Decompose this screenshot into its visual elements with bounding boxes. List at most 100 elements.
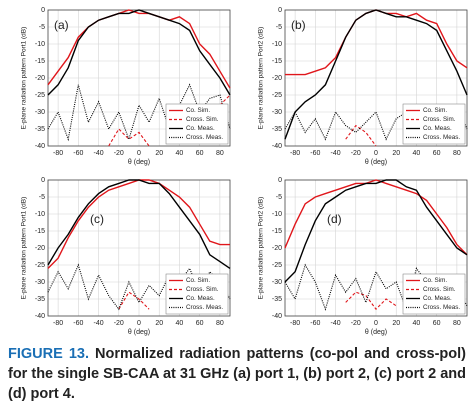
caption-label: FIGURE 13. [8,346,89,362]
legend-label: Cross. Sim. [423,286,456,293]
series-line [284,179,468,283]
y-tick-label: -5 [276,194,282,201]
x-tick-label: -60 [73,320,83,327]
panel-label: (c) [90,212,104,226]
series-line [47,9,231,96]
y-tick-label: -5 [39,194,45,201]
x-tick-label: -60 [310,320,320,327]
legend-label: Cross. Meas. [423,304,460,311]
legend-label: Co. Sim. [423,107,447,114]
y-tick-label: -35 [35,126,45,133]
y-tick-label: 0 [41,7,45,14]
y-tick-label: -20 [35,75,45,82]
series-line [47,179,231,269]
y-tick-label: 0 [41,177,45,184]
y-tick-label: -25 [35,92,45,99]
series-line [284,9,468,140]
y-tick-label: -30 [272,109,282,116]
legend-label: Co. Sim. [423,277,447,284]
x-tick-label: 0 [137,320,141,327]
y-tick-label: -10 [272,41,282,48]
legend-label: Cross. Sim. [423,116,456,123]
x-tick-label: 0 [374,320,378,327]
caption: FIGURE 13. Normalized radiation patterns… [8,344,466,404]
x-tick-label: 60 [196,150,204,157]
x-tick-label: 80 [216,150,224,157]
y-axis-label: E-plane radiation pattern Port2 (dB) [258,27,265,130]
x-tick-label: -40 [330,150,340,157]
x-tick-label: 40 [413,320,421,327]
x-tick-label: 20 [155,320,163,327]
x-tick-label: -80 [290,320,300,327]
y-tick-label: -40 [272,143,282,150]
x-tick-label: 80 [216,320,224,327]
series-line [108,94,231,147]
y-tick-label: -40 [272,313,282,320]
legend-label: Co. Meas. [186,295,215,302]
series-line [284,103,468,141]
y-tick-label: -20 [35,245,45,252]
y-tick-label: -10 [272,211,282,218]
x-tick-label: 40 [176,320,184,327]
x-tick-label: 0 [137,150,141,157]
y-tick-label: -5 [276,24,282,31]
y-tick-label: 0 [278,177,282,184]
y-tick-label: -10 [35,211,45,218]
y-axis-label: E-plane radiation pattern Port1 (dB) [21,27,28,130]
legend-label: Co. Meas. [423,295,452,302]
panel-label: (d) [327,212,342,226]
x-axis-label: θ (deg) [128,159,150,166]
y-tick-label: -35 [272,126,282,133]
y-tick-label: -15 [272,228,282,235]
x-tick-label: 20 [392,150,400,157]
y-tick-label: -5 [39,24,45,31]
x-tick-label: -60 [310,150,320,157]
x-tick-label: -40 [93,320,103,327]
legend-label: Co. Sim. [186,277,210,284]
x-axis-label: θ (deg) [365,159,387,166]
legend-label: Cross. Sim. [186,286,219,293]
legend-label: Co. Meas. [423,125,452,132]
x-tick-label: -20 [351,150,361,157]
x-tick-label: -60 [73,150,83,157]
y-tick-label: -40 [35,313,45,320]
y-tick-label: 0 [278,7,282,14]
series-line [47,83,231,142]
x-tick-label: -40 [93,150,103,157]
y-tick-label: -15 [35,58,45,65]
x-tick-label: 60 [196,320,204,327]
caption-text: Normalized radiation patterns (co-pol an… [8,346,467,402]
x-tick-label: -80 [290,150,300,157]
y-tick-label: -20 [272,245,282,252]
y-tick-label: -30 [272,279,282,286]
x-tick-label: -20 [114,320,124,327]
x-tick-label: 60 [433,320,441,327]
series-line [118,291,150,310]
y-tick-label: -25 [272,92,282,99]
x-tick-label: 0 [374,150,378,157]
y-tick-label: -20 [272,75,282,82]
x-tick-label: 80 [453,150,461,157]
legend-label: Cross. Meas. [186,304,223,311]
figure: 0 -5 -10 -15 -20 -25 -30 -35 -40 -80 -60 -40 -20 0 20 4… [21,7,468,336]
panel-label: (a) [54,18,69,32]
legend-label: Cross. Sim. [186,116,219,123]
series-line [284,179,468,256]
y-tick-label: -35 [272,296,282,303]
x-tick-label: 40 [413,150,421,157]
series-line [47,9,231,89]
series-line [345,291,397,311]
y-axis-label: E-plane radiation pattern Port1 (dB) [21,197,28,300]
legend-label: Co. Meas. [186,125,215,132]
x-tick-label: 60 [433,150,441,157]
legend-label: Cross. Meas. [186,134,223,141]
x-tick-label: 20 [392,320,400,327]
y-tick-label: -15 [35,228,45,235]
x-tick-label: -20 [114,150,124,157]
y-tick-label: -35 [35,296,45,303]
x-axis-label: θ (deg) [128,329,150,336]
y-tick-label: -25 [35,262,45,269]
y-tick-label: -40 [35,143,45,150]
x-tick-label: 20 [155,150,163,157]
